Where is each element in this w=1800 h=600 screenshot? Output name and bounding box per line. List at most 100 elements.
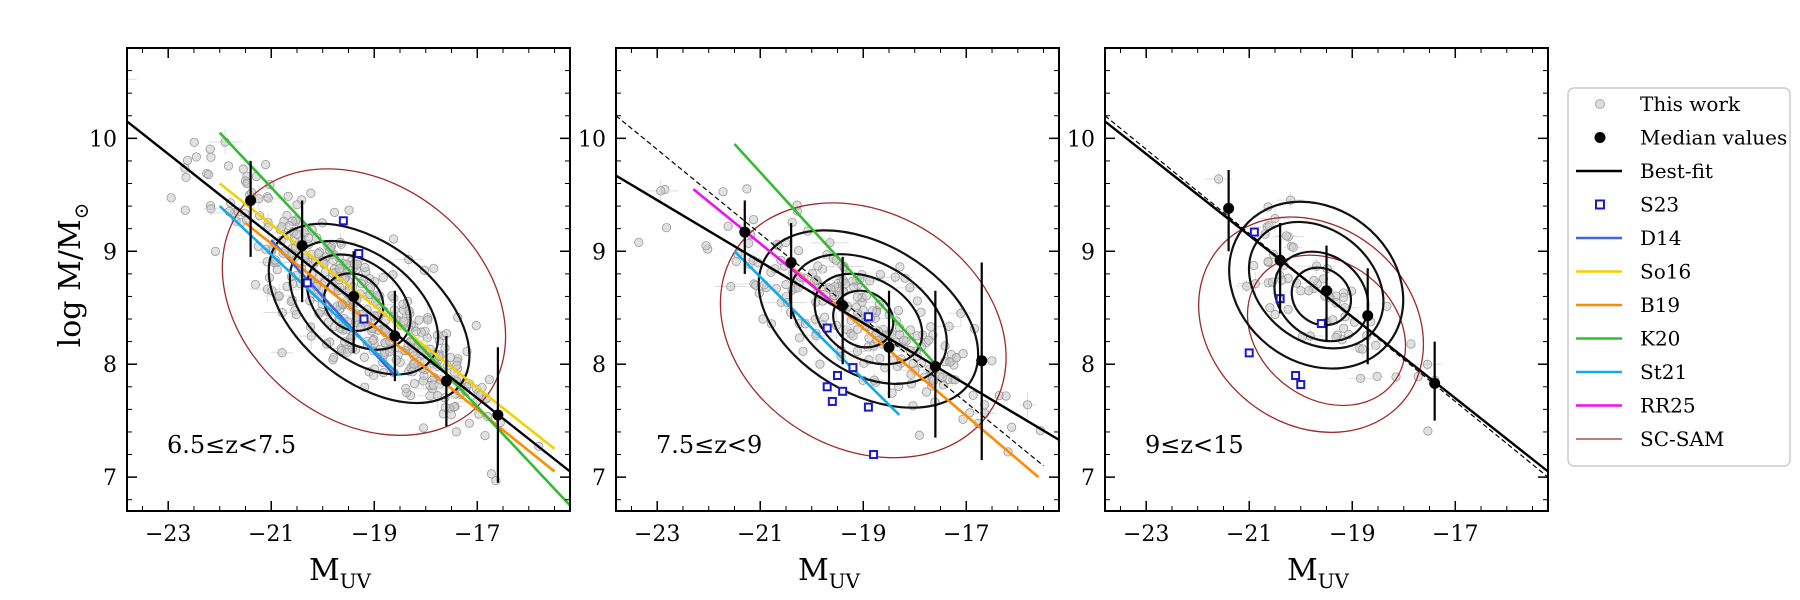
this-work-point: [1022, 400, 1033, 410]
this-work-point: [263, 193, 273, 203]
y-tick-label: 10: [1067, 127, 1095, 152]
x-tick-label: −21: [248, 522, 294, 547]
s23-point: [827, 396, 837, 406]
median-point: [929, 360, 941, 372]
literature-line-st21: [733, 250, 901, 416]
median-point: [1362, 310, 1374, 322]
this-work-point: [852, 292, 862, 302]
this-work-point: [388, 234, 399, 244]
s23-point: [359, 314, 369, 324]
this-work-point: [1304, 286, 1314, 296]
this-work-point: [718, 187, 728, 197]
this-work-point: [440, 343, 450, 353]
this-work-point: [206, 152, 216, 162]
this-work-point: [471, 320, 481, 331]
this-work-point: [1270, 309, 1280, 320]
this-work-point: [180, 205, 190, 215]
this-work-point: [334, 264, 345, 274]
this-work-point: [1406, 339, 1416, 349]
this-work-point: [912, 331, 922, 341]
this-work-point: [210, 246, 221, 256]
this-work-point: [875, 353, 885, 363]
legend-label: D14: [1640, 226, 1681, 250]
this-work-point: [182, 155, 193, 165]
this-work-point: [893, 306, 904, 316]
this-work-point: [794, 333, 805, 343]
this-work-point: [890, 272, 900, 282]
this-work-point: [1339, 292, 1349, 302]
this-work-point: [951, 353, 961, 363]
this-work-point: [429, 263, 439, 273]
legend-label: RR25: [1640, 394, 1696, 418]
this-work-point: [277, 222, 287, 232]
this-work-point: [423, 315, 433, 325]
this-work-point: [451, 427, 461, 437]
sc-sam-contour: [719, 202, 1007, 459]
s23-point: [302, 278, 312, 288]
svg-text:MUV: MUV: [1287, 553, 1350, 593]
reference-fit-line: [1105, 115, 1548, 478]
this-work-point: [391, 355, 401, 365]
x-tick-label: −17: [1432, 522, 1478, 547]
legend-label: So16: [1640, 260, 1691, 284]
x-label-1-main: M: [309, 553, 340, 588]
this-work-point: [726, 281, 736, 292]
this-work-point: [304, 233, 314, 243]
this-work-point: [401, 383, 411, 394]
this-work-point: [1281, 231, 1291, 241]
this-work-point: [238, 164, 248, 174]
this-work-point: [1356, 373, 1366, 384]
y-axis-label-sub: ⊙: [69, 203, 93, 220]
x-tick-label: −21: [737, 522, 783, 547]
this-work-point: [787, 217, 797, 227]
literature-line-rr25: [692, 188, 834, 304]
x-tick-label: −19: [351, 522, 397, 547]
this-work-point: [899, 335, 909, 345]
sc-sam-contour: [1198, 216, 1425, 433]
s23-point: [833, 370, 842, 380]
this-work-point: [1372, 371, 1382, 381]
this-work-point: [1213, 174, 1224, 184]
s23-point: [838, 386, 848, 396]
s23-point: [848, 363, 858, 373]
this-work-point: [306, 188, 316, 198]
this-work-point: [306, 331, 316, 341]
this-work-point: [360, 262, 370, 273]
this-work-point: [223, 161, 234, 171]
this-work-points: [634, 180, 1045, 457]
this-work-point: [958, 414, 968, 424]
y-tick-label: 7: [1081, 466, 1095, 491]
y-tick-label: 9: [1081, 240, 1095, 265]
density-contour: [1290, 266, 1353, 327]
this-work-point: [914, 430, 924, 440]
this-work-point: [921, 387, 932, 397]
x-label-3-main: M: [1287, 553, 1318, 588]
x-tick-label: −23: [145, 522, 191, 547]
legend-item-rr25: RR25: [1576, 394, 1696, 418]
literature-line-k20: [733, 143, 937, 366]
y-tick-label: 8: [592, 353, 606, 378]
this-work-point: [793, 245, 804, 256]
this-work-point: [1277, 275, 1287, 285]
y-axis-label-main: log M/M: [53, 219, 88, 347]
this-work-point: [272, 265, 282, 275]
median-point: [296, 240, 308, 252]
this-work-point: [656, 186, 666, 196]
y-axis-label: log M/M⊙: [53, 203, 93, 348]
this-work-point: [452, 360, 462, 370]
median-point: [1321, 285, 1332, 297]
this-work-point: [446, 410, 456, 420]
this-work-point: [1283, 304, 1293, 314]
this-work-point: [206, 204, 216, 214]
median-point: [1274, 254, 1286, 266]
this-work-point: [742, 184, 752, 194]
x-label-3-sub: UV: [1318, 569, 1350, 593]
this-work-point: [798, 346, 808, 356]
legend-label: Best-fit: [1640, 159, 1713, 183]
legend-item-k20: K20: [1576, 327, 1680, 351]
panel-2: −23 −21 −19 −17 7 8 9 10 7.5≤z<9: [578, 47, 1060, 547]
legend-marker: [1594, 132, 1606, 143]
s23-point: [338, 216, 348, 226]
density-contour: [788, 253, 948, 385]
panel-plot-area: [1105, 115, 1548, 478]
